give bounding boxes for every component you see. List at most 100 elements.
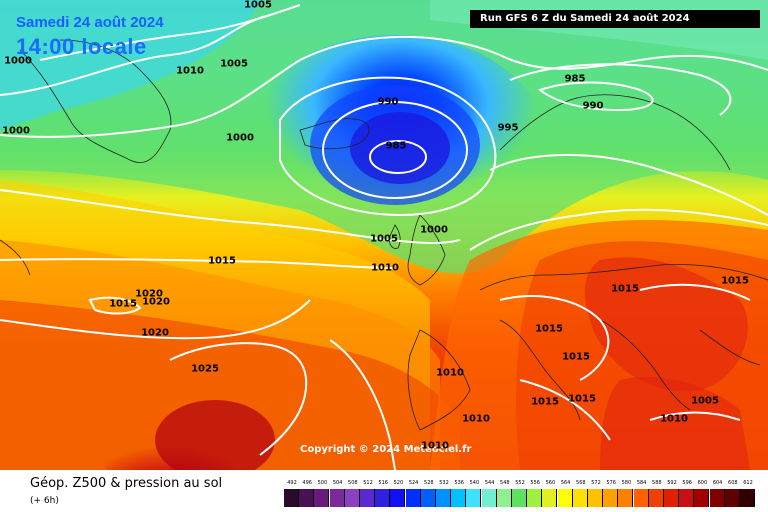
isobar-label: 985 [385, 140, 407, 152]
isobar-label: 1015 [535, 323, 563, 335]
scale-swatch [344, 489, 360, 507]
scale-value-label: 612 [743, 480, 753, 486]
isobar-label: 985 [564, 73, 586, 85]
isobar-label: 1005 [370, 233, 398, 245]
scale-value-label: 556 [530, 480, 540, 486]
isobar-label: 1015 [721, 275, 749, 287]
scale-value-label: 568 [576, 480, 586, 486]
isobar-label: 1015 [568, 393, 596, 405]
isobar-label: 1015 [109, 298, 137, 310]
isobar-label: 1025 [191, 363, 219, 375]
color-scale: 492 496 500 504 508 512 516 520 524 528 532 536 540 5… [284, 470, 755, 512]
scale-swatch [694, 489, 710, 507]
isobar-label: 1005 [244, 0, 272, 11]
scale-swatch [284, 489, 299, 507]
scale-value-label: 496 [302, 480, 312, 486]
scale-value-label: 584 [636, 480, 647, 486]
scale-value-label: 608 [728, 480, 738, 486]
isobar-label: 1010 [176, 65, 204, 77]
scale-swatch [314, 489, 330, 507]
isobar-label: 1015 [611, 283, 639, 295]
scale-value-label: 492 [287, 480, 297, 486]
forecast-date: Samedi 24 août 2024 [16, 14, 164, 31]
scale-swatch [618, 489, 634, 507]
isobar-label: 1010 [371, 262, 399, 274]
scale-swatch [557, 489, 573, 507]
isobar-label: 1015 [208, 255, 236, 267]
scale-value-label: 540 [469, 480, 480, 486]
scale-swatch [633, 489, 649, 507]
scale-swatch [588, 489, 603, 507]
isobar-label: 1000 [2, 125, 30, 137]
scale-value-label: 548 [500, 480, 510, 486]
scale-swatch [329, 489, 345, 507]
scale-value-label: 544 [484, 480, 495, 486]
scale-swatch [299, 489, 315, 507]
isobar-label: 990 [377, 96, 399, 108]
scale-value-label: 532 [439, 480, 449, 486]
scale-value-label: 536 [454, 480, 464, 486]
scale-value-label: 500 [317, 480, 328, 486]
scale-swatch [512, 489, 527, 507]
isobar-label: 1005 [220, 58, 248, 70]
copyright-notice: Copyright © 2024 Meteociel.fr [300, 444, 472, 455]
scale-value-label: 508 [348, 480, 358, 486]
scale-swatch [375, 489, 391, 507]
isobar-label: 1010 [660, 413, 688, 425]
isobar-label: 1005 [691, 395, 719, 407]
isobar-label: 1000 [420, 224, 448, 236]
isobar-label: 1000 [4, 55, 32, 67]
scale-swatch [405, 489, 421, 507]
scale-value-label: 600 [697, 480, 708, 486]
isobar-label: 995 [497, 122, 519, 134]
isobar-label: 1010 [436, 367, 464, 379]
isobar-label: 1010 [421, 440, 449, 452]
isobar-label: 1020 [135, 288, 163, 300]
scale-value-label: 520 [393, 480, 404, 486]
scale-swatch [420, 489, 436, 507]
scale-value-label: 528 [424, 480, 434, 486]
scale-value-label: 592 [667, 480, 677, 486]
isobar-label: 1020 [141, 327, 169, 339]
scale-value-label: 552 [515, 480, 525, 486]
scale-swatch [709, 489, 725, 507]
isobar-label: 1015 [531, 396, 559, 408]
scale-value-label: 572 [591, 480, 601, 486]
forecast-offset: (+ 6h) [30, 496, 59, 506]
scale-swatch [740, 489, 755, 507]
scale-swatch [603, 489, 619, 507]
scale-swatch [436, 489, 451, 507]
scale-value-label: 576 [606, 480, 616, 486]
legend-footer: Géop. Z500 & pression au sol (+ 6h) 492 4… [0, 470, 768, 512]
scale-swatch [360, 489, 375, 507]
isobar-label: 990 [582, 100, 604, 112]
scale-swatch [679, 489, 695, 507]
isobar-label: 1010 [462, 413, 490, 425]
scale-value-label: 516 [378, 480, 388, 486]
scale-value-label: 560 [545, 480, 556, 486]
isobar-label: 1000 [226, 132, 254, 144]
scale-swatch [724, 489, 740, 507]
scale-value-label: 588 [652, 480, 662, 486]
scale-swatch [481, 489, 497, 507]
scale-value-label: 512 [363, 480, 373, 486]
map-canvas [0, 0, 768, 470]
scale-swatch [572, 489, 588, 507]
scale-swatch [664, 489, 679, 507]
scale-swatch [648, 489, 664, 507]
scale-value-label: 524 [408, 480, 419, 486]
scale-swatch [466, 489, 482, 507]
scale-value-label: 604 [712, 480, 723, 486]
scale-swatch [451, 489, 467, 507]
model-run-banner: Run GFS 6 Z du Samedi 24 août 2024 [470, 10, 760, 28]
weather-map: Samedi 24 août 2024 14:00 locale Run GFS… [0, 0, 768, 470]
scale-swatch [496, 489, 512, 507]
forecast-time: 14:00 locale [16, 34, 147, 59]
scale-swatch [527, 489, 543, 507]
scale-swatch [390, 489, 406, 507]
scale-value-label: 596 [682, 480, 692, 486]
isobar-label: 1020 [142, 296, 170, 308]
scale-value-label: 564 [560, 480, 571, 486]
scale-value-label: 504 [332, 480, 343, 486]
scale-swatch [542, 489, 558, 507]
